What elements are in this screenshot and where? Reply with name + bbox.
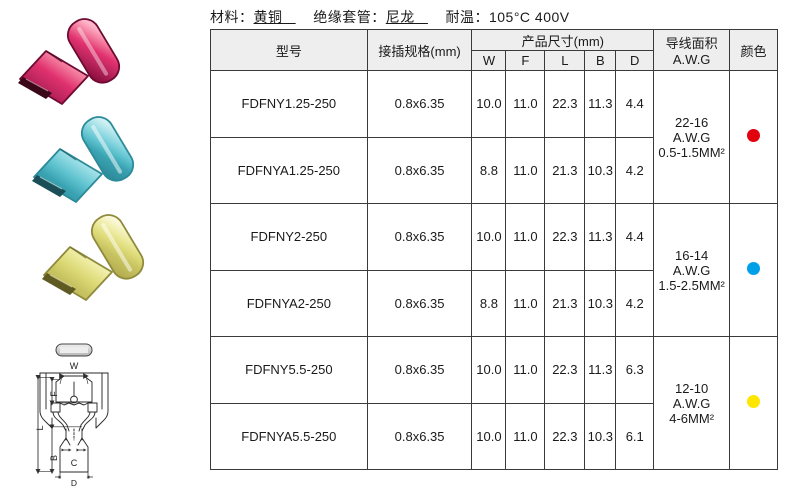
svg-text:B: B: [49, 455, 59, 461]
svg-text:F: F: [49, 391, 59, 397]
svg-text:L: L: [35, 425, 45, 430]
svg-text:C: C: [71, 458, 78, 468]
svg-text:D: D: [71, 478, 77, 488]
svg-text:W: W: [70, 361, 79, 371]
